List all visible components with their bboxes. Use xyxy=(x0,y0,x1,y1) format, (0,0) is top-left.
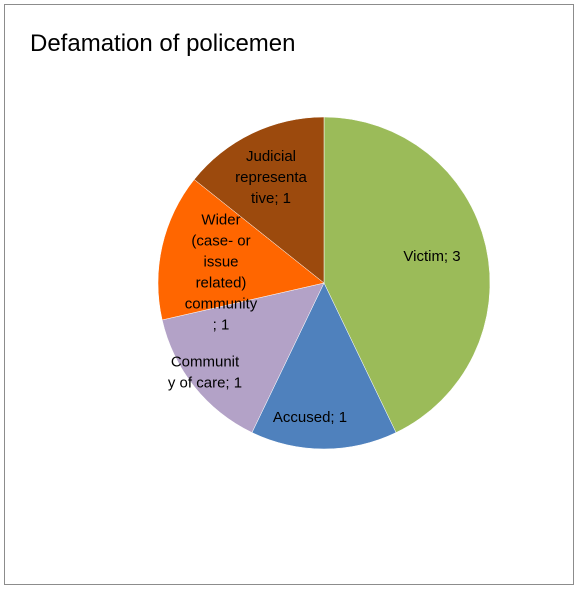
data-label-wider-case-or-issue-related-community: Wider (case- or issue related) community; 1 xyxy=(185,212,258,334)
chart-title: Defamation of policemen xyxy=(30,30,296,57)
pie-slice-accused xyxy=(251,282,397,450)
data-label-judicial-representative: Judicial representa tive; 1 xyxy=(235,148,307,207)
pie-slice-judicial-representative xyxy=(193,116,325,284)
pie-slice-community-of-care xyxy=(161,282,325,433)
pie-slices xyxy=(157,116,491,450)
pie-slice-wider-case-or-issue-related-community xyxy=(157,179,325,321)
pie-data-labels: Victim; 3 Accused; 1 Communit y of care; 1 W… xyxy=(168,148,461,426)
data-label-community-of-care: Communit y of care; 1 xyxy=(168,354,242,392)
data-label-accused: Accused; 1 xyxy=(273,409,347,426)
data-label-victim: Victim; 3 xyxy=(403,248,460,265)
pie-slice-victim xyxy=(323,116,491,433)
